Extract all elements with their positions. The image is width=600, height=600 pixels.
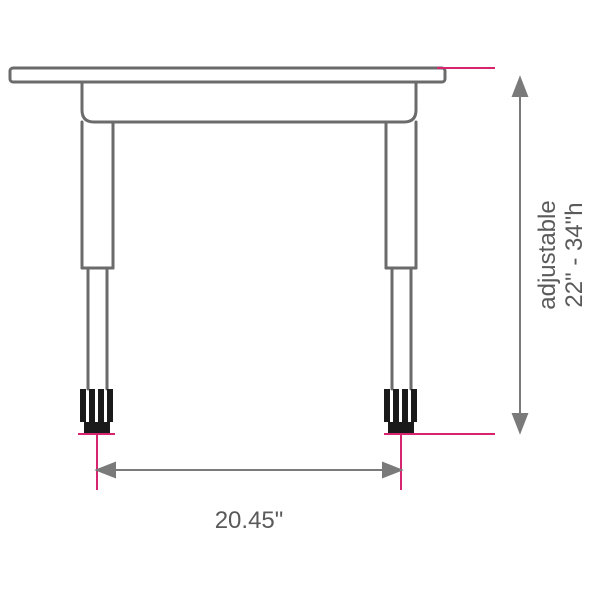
table-feet: [80, 389, 417, 434]
height-dimension-label-1: adjustable: [534, 200, 561, 309]
height-dimension-label-2: 22" - 34"h: [561, 202, 588, 307]
width-dimension-label: 20.45": [215, 507, 284, 534]
table-outline: [10, 68, 445, 389]
extension-lines: [78, 68, 495, 490]
table-dimension-diagram: 20.45" adjustable 22" - 34"h: [0, 0, 600, 600]
dimension-lines: [97, 78, 527, 477]
